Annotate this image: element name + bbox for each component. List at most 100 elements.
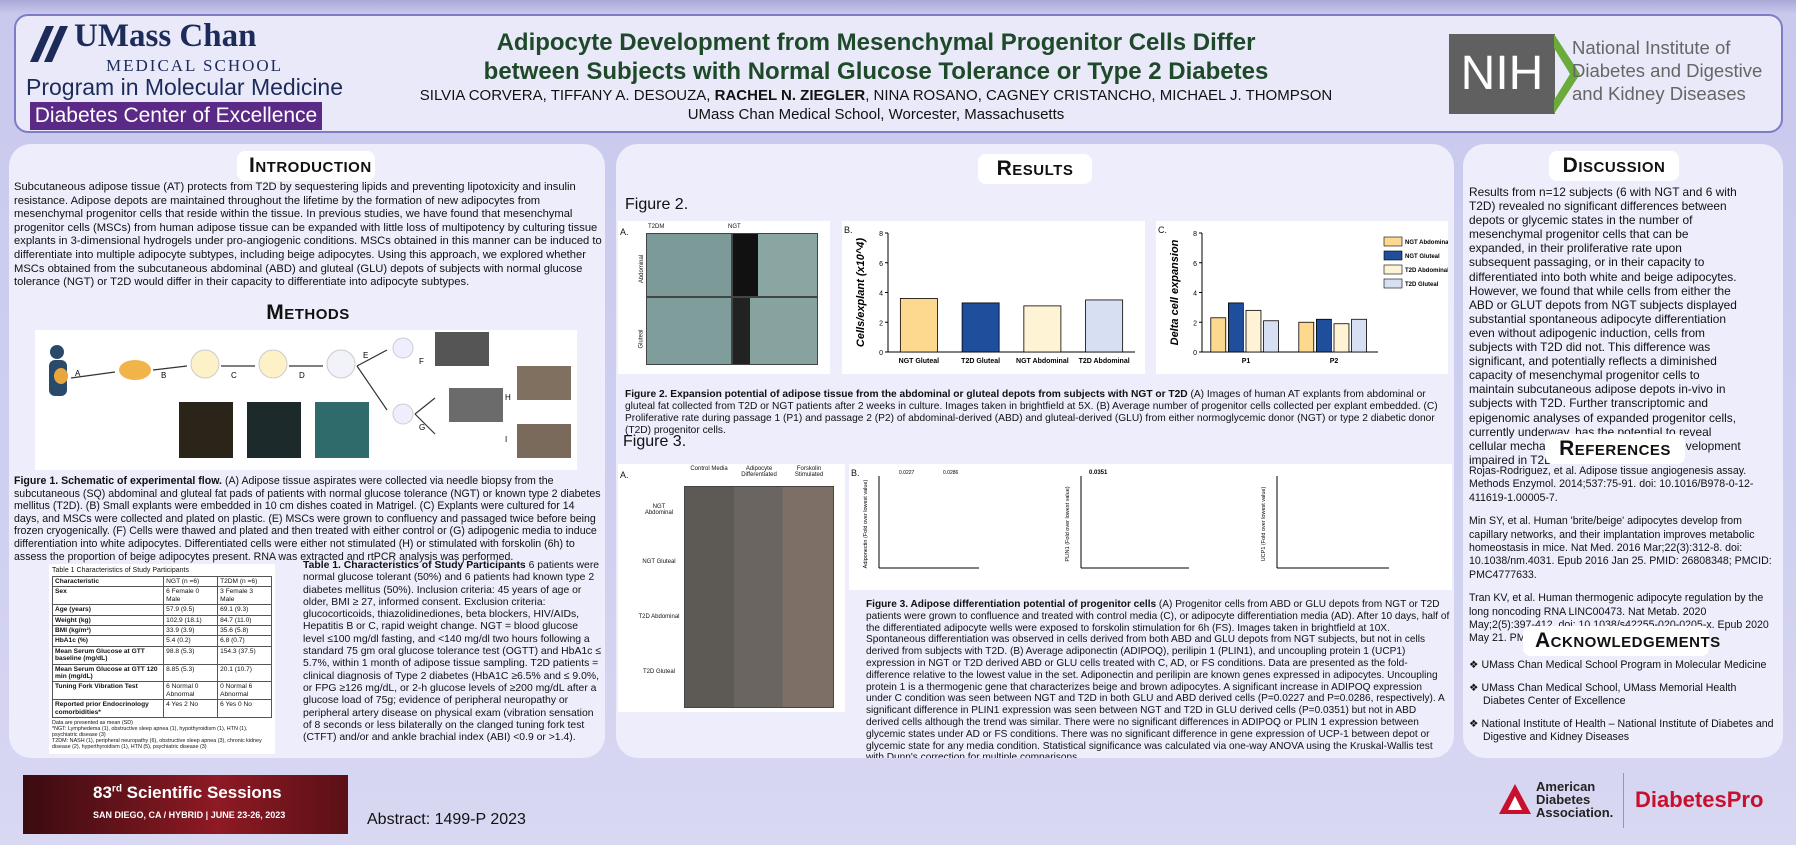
author: SILVIA CORVERA, (419, 87, 551, 104)
x-tick-label: T2D Abdominal (1079, 358, 1130, 365)
bar (1263, 320, 1279, 353)
left-panel: Introduction Subcutaneous adipose tissue… (9, 144, 605, 758)
micrograph (517, 366, 571, 400)
micrograph (179, 402, 233, 458)
table-cell: 20.1 (10.7) (217, 663, 272, 683)
authors: SILVIA CORVERA, TIFFANY A. DESOUZA, RACH… (376, 87, 1376, 104)
sessions-number: 83 (93, 783, 112, 802)
table-cell: 84.7 (11.0) (217, 614, 272, 627)
y-tick-label: 8 (1193, 231, 1197, 238)
diabetes-pro: DiabetesPro (1635, 787, 1764, 812)
table-cell: 6 Yes 0 No (217, 699, 272, 719)
divider (1623, 773, 1624, 828)
figure-2c: C. Delta cell expansion 0 2 4 6 8 P1 P2 NGT Abdo… (1156, 221, 1450, 374)
dish (190, 349, 220, 379)
micrograph (435, 332, 489, 366)
sessions-suffix: rd (111, 783, 122, 795)
legend-label: NGT Abdominal (1405, 240, 1448, 246)
legend-swatch (1383, 278, 1403, 289)
x-tick-label: P2 (1330, 358, 1339, 365)
acknowledgements: ❖ UMass Chan Medical School Program in M… (1469, 659, 1775, 744)
figure-2-caption: Figure 2. Expansion potential of adipose… (625, 389, 1450, 437)
step-label: E (363, 351, 368, 360)
caption-text: (A) Progenitor cells from ABD or GLU dep… (866, 599, 1450, 758)
table-cell: Sex (51, 586, 165, 606)
row-label: Gluteal (638, 329, 645, 349)
section-heading: Discussion (1549, 151, 1679, 181)
school-name: MEDICAL SCHOOL (106, 56, 284, 75)
table-cell: Mean Serum Glucose at GTT baseline (mg/d… (51, 645, 165, 665)
section-heading: Acknowledgements (1523, 626, 1720, 656)
x-tick-label: NGT Abdominal (1016, 358, 1069, 365)
micrograph (646, 233, 732, 297)
chevron-shape (1554, 34, 1580, 114)
person-icon (50, 345, 64, 359)
dish (258, 349, 288, 379)
table-row: Sex 6 Female 0 Male 3 Female 3 Male (51, 586, 272, 606)
nih-logo: NIH (1449, 34, 1555, 114)
title: Adipocyte Development from Mesenchymal P… (376, 28, 1376, 86)
institution-name: UMass Chan (74, 18, 257, 54)
table-cell: Reported prior Endocrinology comorbiditi… (51, 699, 165, 719)
legend-swatch (1383, 264, 1403, 275)
table-row: Mean Serum Glucose at GTT 120 min (mg/dL… (51, 663, 272, 683)
bar (1351, 318, 1367, 353)
table-note: *NGT: Lymphedema (1), obstructive sleep … (52, 726, 248, 739)
figure-1-diagram: A B C D E F G H I (49, 332, 571, 458)
micrograph (247, 402, 301, 458)
table-cell: T2DM (n =6) (217, 575, 272, 588)
panel-letter: B. (844, 225, 853, 235)
table-1: Table 1 Characteristics of Study Partici… (49, 564, 275, 754)
caption-text: (A) Adipose tissue aspirates were collec… (14, 475, 601, 563)
y-axis-label: PLIN1 (Fold over lowest value) (1065, 486, 1071, 561)
explants (119, 360, 151, 380)
y-axis-label: Cells/explant (x10^4) (855, 238, 867, 347)
emblem-shape (30, 26, 68, 62)
sessions-details: SAN DIEGO, CA / HYBRID | JUNE 23-26, 202… (93, 810, 286, 820)
figure-2a: A. T2DM NGT Abdominal Gluteal (618, 221, 830, 374)
table-row: Mean Serum Glucose at GTT baseline (mg/d… (51, 645, 272, 665)
x-tick-label: P1 (1242, 358, 1251, 365)
bar (899, 298, 938, 353)
section-heading: Methods (266, 301, 350, 324)
table-cell: 35.6 (5.8) (217, 625, 272, 637)
table-cell: 8.85 (5.3) (163, 663, 219, 683)
y-tick-label: 2 (879, 320, 883, 327)
bar (1298, 321, 1315, 353)
table-row: Age (years) 57.9 (9.5) 69.1 (9.3) (51, 604, 272, 616)
caption-title: Figure 3. Adipose differentiation potent… (866, 599, 1157, 610)
dish (392, 403, 414, 425)
dish (392, 337, 414, 359)
nih-line: and Kidney Diseases (1572, 83, 1746, 104)
table-cell: 6 Normal 0 Abnormal (163, 681, 219, 701)
table-body: Characteristic NGT (n =6) T2DM (n =6) Sex 6 … (51, 575, 272, 719)
legend-label: T2D Gluteal (1405, 282, 1439, 288)
table-cell: 0 Normal 6 Abnormal (217, 681, 272, 701)
author: RACHEL N. ZIEGLER (714, 87, 866, 104)
table-note: Data are presented as mean (SD) (52, 720, 133, 727)
author: TIFFANY A. DESOUZA, (550, 87, 715, 104)
legend-swatch (1383, 236, 1403, 247)
column-label: T2DM (648, 224, 665, 230)
table-notes: Data are presented as mean (SD) *NGT: Lym… (52, 720, 272, 750)
step-label: C (231, 371, 237, 380)
table-cell: Tuning Fork Vibration Test (51, 681, 165, 701)
micrograph (732, 233, 818, 297)
table-row: Tuning Fork Vibration Test 6 Normal 0 Abn… (51, 681, 272, 701)
sessions-title: 83rd Scientific Sessions (93, 783, 282, 803)
table-row: Reported prior Endocrinology comorbiditi… (51, 699, 272, 719)
ada-line: American (1536, 779, 1596, 794)
ada-triangle-inner (1508, 796, 1522, 810)
legend-swatch (1383, 250, 1403, 261)
section-heading: References (1545, 434, 1685, 464)
ada-name: American Diabetes Association. (1536, 780, 1613, 819)
x-tick-label: T2D Gluteal (961, 358, 1000, 365)
column-label: Adipocyte Differentiated (741, 466, 777, 478)
table-cell: 5.4 (0.2) (163, 635, 219, 647)
ada-logo (1499, 784, 1531, 814)
legend-label: NGT Gluteal (1405, 254, 1440, 260)
panel-letter: B. (851, 468, 860, 478)
table-cell: HbA1c (%) (51, 635, 165, 647)
bar (1085, 299, 1124, 353)
table-cell: 4 Yes 2 No (163, 699, 219, 719)
